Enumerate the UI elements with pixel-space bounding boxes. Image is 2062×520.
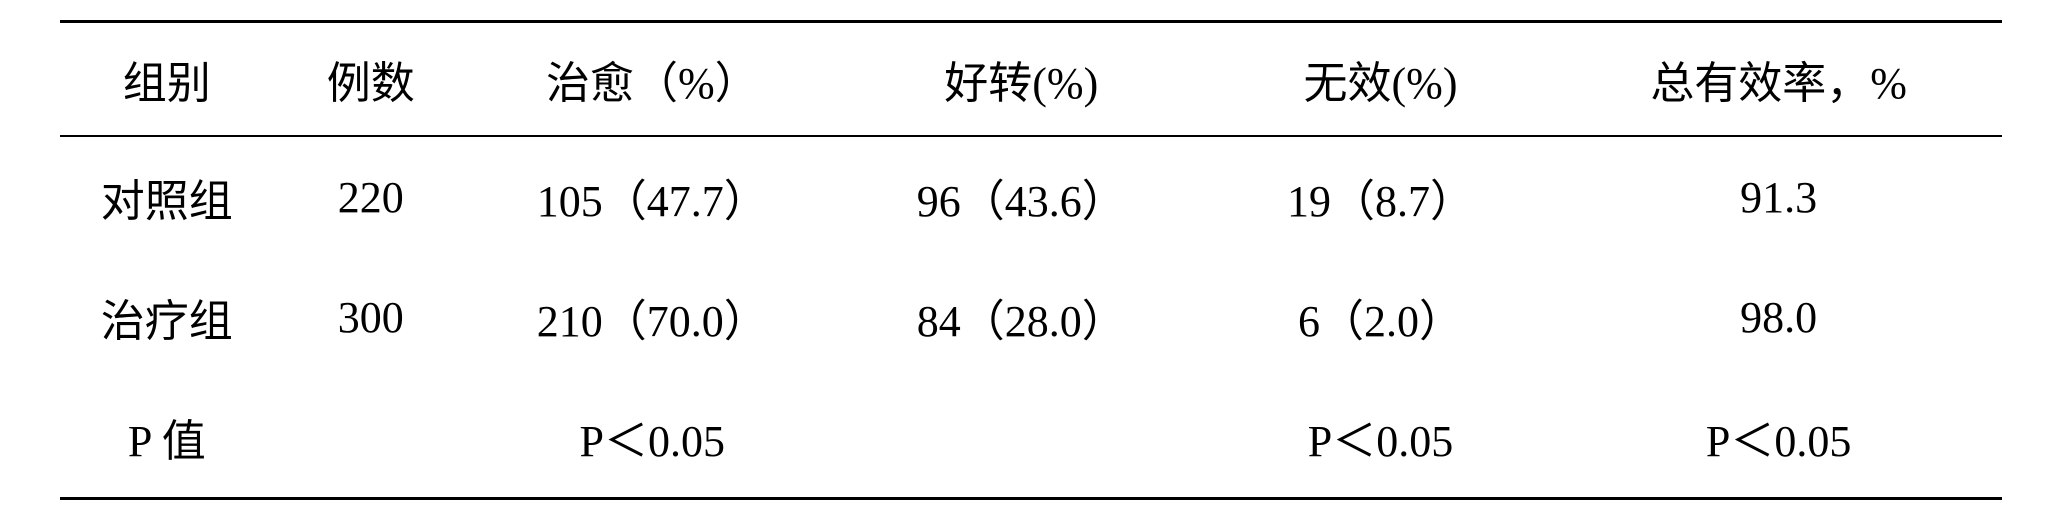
cell-total: 98.0 [1555,257,2002,377]
table-container: 组别 例数 治愈（%） 好转(%) 无效(%) 总有效率，% 对照组 220 1… [0,0,2062,520]
cell-improved [837,377,1206,499]
cell-group: 治疗组 [60,257,274,377]
cell-group: 对照组 [60,136,274,257]
cell-invalid: P＜0.05 [1206,377,1556,499]
cell-group: P 值 [60,377,274,499]
cell-invalid: 6（2.0） [1206,257,1556,377]
cell-cured: 210（70.0） [468,257,837,377]
cell-count: 300 [274,257,468,377]
header-invalid: 无效(%) [1206,22,1556,137]
header-cured: 治愈（%） [468,22,837,137]
header-total: 总有效率，% [1555,22,2002,137]
table-row: P 值 P＜0.05 P＜0.05 P＜0.05 [60,377,2002,499]
header-row: 组别 例数 治愈（%） 好转(%) 无效(%) 总有效率，% [60,22,2002,137]
efficacy-table: 组别 例数 治愈（%） 好转(%) 无效(%) 总有效率，% 对照组 220 1… [60,20,2002,500]
cell-cured: P＜0.05 [468,377,837,499]
table-row: 治疗组 300 210（70.0） 84（28.0） 6（2.0） 98.0 [60,257,2002,377]
cell-cured: 105（47.7） [468,136,837,257]
cell-invalid: 19（8.7） [1206,136,1556,257]
cell-total: P＜0.05 [1555,377,2002,499]
table-header: 组别 例数 治愈（%） 好转(%) 无效(%) 总有效率，% [60,22,2002,137]
cell-total: 91.3 [1555,136,2002,257]
cell-improved: 96（43.6） [837,136,1206,257]
cell-count: 220 [274,136,468,257]
table-body: 对照组 220 105（47.7） 96（43.6） 19（8.7） 91.3 … [60,136,2002,499]
header-group: 组别 [60,22,274,137]
table-row: 对照组 220 105（47.7） 96（43.6） 19（8.7） 91.3 [60,136,2002,257]
cell-improved: 84（28.0） [837,257,1206,377]
header-count: 例数 [274,22,468,137]
header-improved: 好转(%) [837,22,1206,137]
cell-count [274,377,468,499]
